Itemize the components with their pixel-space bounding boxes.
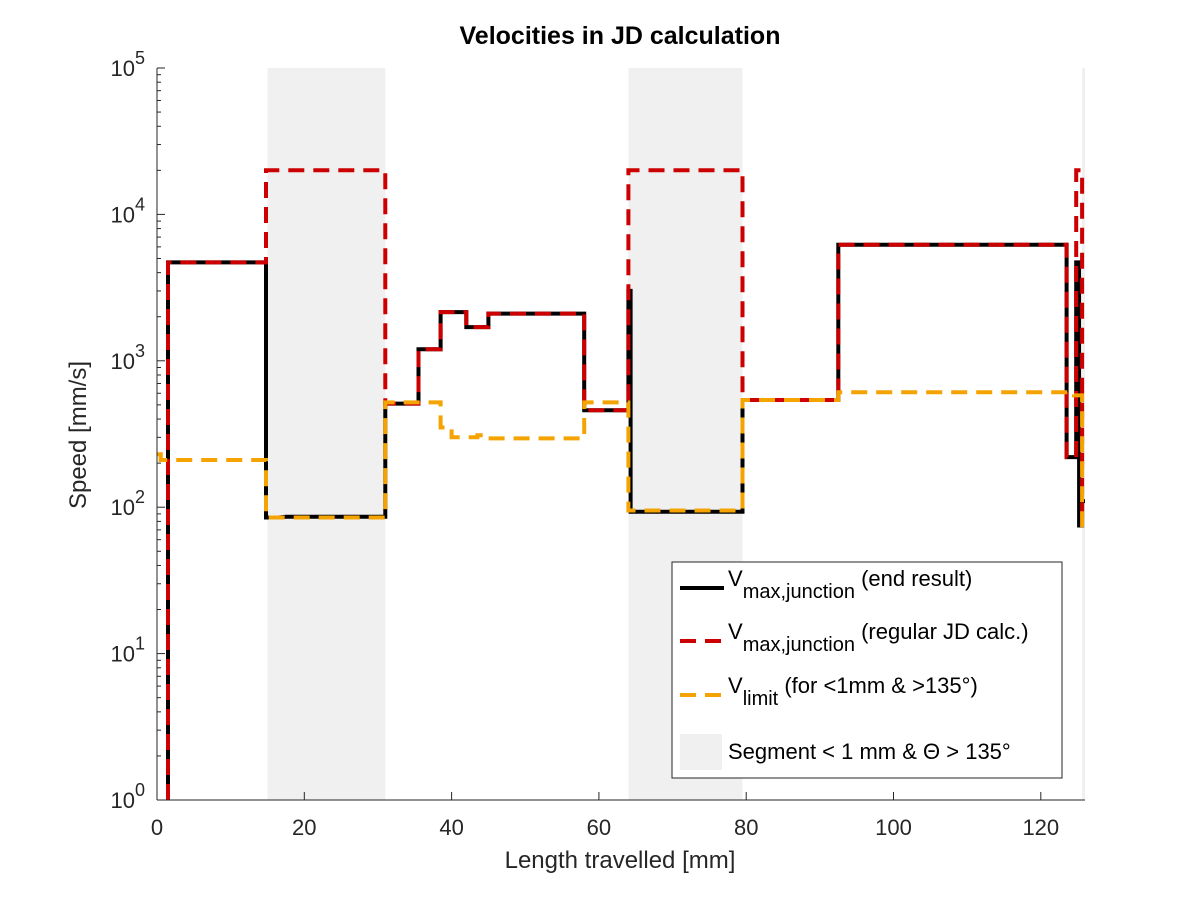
legend-label-end_result: Vmax,junction (end result)	[728, 566, 972, 603]
legend-box	[671, 561, 1063, 779]
x-tick-label: 60	[587, 815, 611, 840]
legend: Vmax,junction (end result) Vmax,junction …	[671, 561, 1063, 779]
x-tick-label: 0	[151, 815, 163, 840]
series-lines	[157, 168, 1085, 800]
y-tick-label: 101	[111, 634, 146, 667]
x-tick-label: 120	[1022, 815, 1059, 840]
legend-label-limit: Vlimit (for <1mm & >135°)	[728, 673, 978, 710]
y-tick-label: 104	[111, 194, 146, 227]
x-tick-label: 20	[292, 815, 316, 840]
legend-label-regular_jd: Vmax,junction (regular JD calc.)	[728, 619, 1029, 656]
y-tick-label: 105	[111, 48, 146, 81]
series-line-regular_jd	[166, 168, 1085, 800]
y-axis-label: Speed [mm/s]	[65, 361, 92, 509]
shaded-region	[267, 68, 386, 800]
axes: 0 20 40 60 80 100 120 100 101 102 103 104 105	[111, 48, 1085, 840]
x-axis-label: Length travelled [mm]	[505, 847, 736, 874]
legend-label-shade: Segment < 1 mm & Θ > 135°	[728, 739, 1011, 764]
x-tick-label: 40	[439, 815, 463, 840]
legend-swatch-shade	[680, 734, 722, 770]
series-line-limit	[157, 390, 1085, 532]
x-tick-label: 100	[875, 815, 912, 840]
chart-title: Velocities in JD calculation	[460, 22, 781, 50]
x-tick-label: 80	[734, 815, 758, 840]
y-tick-label: 102	[111, 487, 146, 520]
y-tick-label: 103	[111, 341, 146, 374]
y-tick-label: 100	[111, 780, 146, 813]
